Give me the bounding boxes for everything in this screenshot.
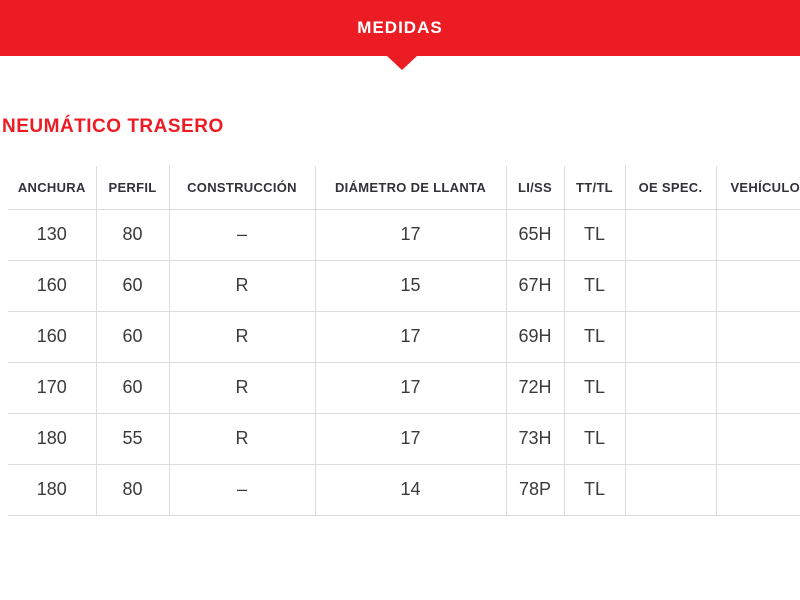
cell-construccion: R <box>169 362 316 414</box>
cell-li-ss: 72H <box>506 362 565 414</box>
column-header-perfil: PERFIL <box>96 166 170 210</box>
table-body: 130 80–17 65H TL 160 60 R 15 67H TL 160 60 R 17 69H TL 1… <box>8 209 800 516</box>
cell-construccion: R <box>169 260 316 312</box>
cell-li-ss: 78P <box>506 464 565 516</box>
cell-anchura: 160 <box>8 260 97 312</box>
table-row: 160 60 R 17 69H TL <box>8 311 800 363</box>
cell-construccion: R <box>169 311 316 363</box>
cell-diametro-de-llanta: 17 <box>315 209 507 261</box>
cell-perfil: 60 <box>96 260 170 312</box>
table-row: 130 80–17 65H TL <box>8 209 800 261</box>
cell-construccion: R <box>169 413 316 465</box>
cell-vehiculo <box>716 311 800 363</box>
cell-anchura: 180 <box>8 413 97 465</box>
cell-perfil: 55 <box>96 413 170 465</box>
cell-anchura: 170 <box>8 362 97 414</box>
cell-anchura: 130 <box>8 209 97 261</box>
table-row: 180 80–14 78P TL <box>8 464 800 516</box>
medidas-banner: MEDIDAS <box>0 0 800 70</box>
cell-construccion: – <box>169 464 316 516</box>
cell-vehiculo <box>716 464 800 516</box>
arrow-down-icon <box>387 56 417 70</box>
cell-diametro-de-llanta: 14 <box>315 464 507 516</box>
table-viewport: ANCHURA PERFIL CONSTRUCCIÓN DIÁMETRO DE LLA… <box>8 166 800 516</box>
cell-vehiculo <box>716 260 800 312</box>
cell-tt-tl: TL <box>564 209 626 261</box>
cell-anchura: 180 <box>8 464 97 516</box>
cell-diametro-de-llanta: 15 <box>315 260 507 312</box>
cell-perfil: 80 <box>96 209 170 261</box>
table-row: 180 55 R 17 73H TL <box>8 413 800 465</box>
cell-perfil: 60 <box>96 362 170 414</box>
cell-tt-tl: TL <box>564 311 626 363</box>
banner-title: MEDIDAS <box>357 18 443 37</box>
table-header-row: ANCHURA PERFIL CONSTRUCCIÓN DIÁMETRO DE LLA… <box>8 166 800 210</box>
column-header-anchura: ANCHURA <box>8 166 97 210</box>
cell-diametro-de-llanta: 17 <box>315 413 507 465</box>
column-header-vehiculo: VEHÍCULO <box>716 166 800 210</box>
cell-oe-spec <box>625 413 717 465</box>
page: MEDIDAS NEUMÁTICO TRASERO ANCHURA PERFIL C… <box>0 0 800 516</box>
table-row: 170 60 R 17 72H TL <box>8 362 800 414</box>
cell-tt-tl: TL <box>564 260 626 312</box>
cell-oe-spec <box>625 464 717 516</box>
column-header-li-ss: LI/SS <box>506 166 565 210</box>
cell-oe-spec <box>625 362 717 414</box>
cell-tt-tl: TL <box>564 464 626 516</box>
cell-perfil: 80 <box>96 464 170 516</box>
cell-diametro-de-llanta: 17 <box>315 311 507 363</box>
cell-construccion: – <box>169 209 316 261</box>
column-header-diametro-de-llanta: DIÁMETRO DE LLANTA <box>315 166 507 210</box>
cell-li-ss: 65H <box>506 209 565 261</box>
cell-vehiculo <box>716 209 800 261</box>
cell-li-ss: 73H <box>506 413 565 465</box>
cell-oe-spec <box>625 311 717 363</box>
cell-vehiculo <box>716 413 800 465</box>
table-header: ANCHURA PERFIL CONSTRUCCIÓN DIÁMETRO DE LLA… <box>8 166 800 210</box>
column-header-tt-tl: TT/TL <box>564 166 626 210</box>
cell-perfil: 60 <box>96 311 170 363</box>
cell-diametro-de-llanta: 17 <box>315 362 507 414</box>
cell-li-ss: 67H <box>506 260 565 312</box>
column-header-oe-spec: OE SPEC. <box>625 166 717 210</box>
cell-tt-tl: TL <box>564 413 626 465</box>
column-header-construccion: CONSTRUCCIÓN <box>169 166 316 210</box>
table-row: 160 60 R 15 67H TL <box>8 260 800 312</box>
cell-oe-spec <box>625 209 717 261</box>
section-title: NEUMÁTICO TRASERO <box>2 116 224 137</box>
cell-tt-tl: TL <box>564 362 626 414</box>
tire-sizes-table: ANCHURA PERFIL CONSTRUCCIÓN DIÁMETRO DE LLA… <box>8 166 800 516</box>
cell-vehiculo <box>716 362 800 414</box>
cell-oe-spec <box>625 260 717 312</box>
cell-li-ss: 69H <box>506 311 565 363</box>
cell-anchura: 160 <box>8 311 97 363</box>
